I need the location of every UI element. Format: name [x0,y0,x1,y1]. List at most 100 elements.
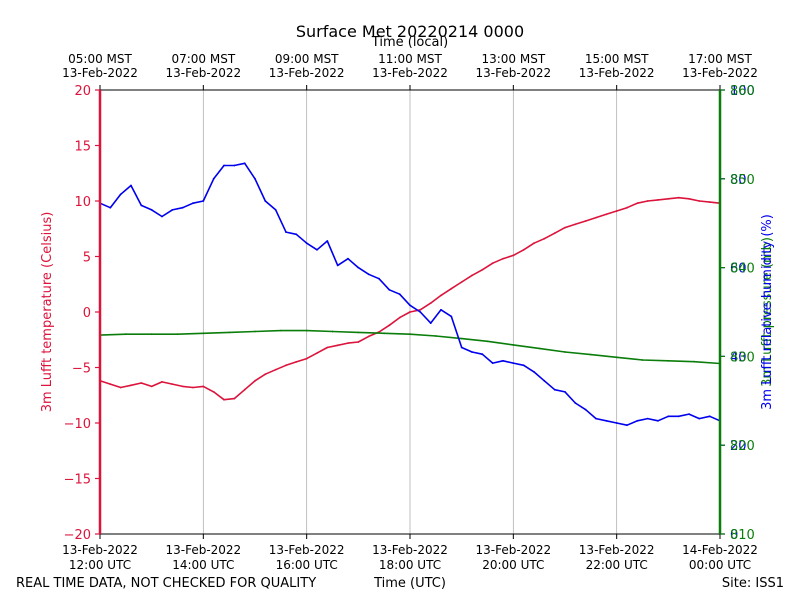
data-point-rh [150,209,153,211]
data-point-temp [615,210,618,212]
x-tick-label-date: 13-Feb-2022 [372,543,448,557]
x-tick-label-date: 13-Feb-2022 [475,543,551,557]
data-point-temp [295,361,298,363]
chart-title: Surface Met 20220214 0000 [295,22,525,41]
data-point-rh [595,417,597,420]
data-point-rh [502,359,504,362]
x-tick-label-time: 12:00 UTC [69,558,131,572]
data-point-temp [657,199,659,201]
data-point-pres [409,333,411,336]
data-point-temp [285,364,287,367]
data-point-rh [419,311,422,313]
pressure-tick-label: 860 [730,84,755,99]
data-point-rh [233,164,236,167]
data-point-rh [667,415,670,418]
data-point-temp [109,383,112,385]
humidity-tick-label: 60 [730,262,747,277]
data-point-rh [543,379,546,382]
data-point-rh [367,273,370,276]
data-point-temp [305,357,308,360]
temperature-tick-label: 5 [83,251,91,266]
data-point-rh [357,266,360,269]
data-point-temp [626,206,628,209]
data-point-temp [192,386,194,389]
data-point-rh [212,177,215,180]
data-point-pres [357,331,360,334]
data-point-rh [460,346,463,349]
data-point-rh [553,388,556,391]
data-point-rh [491,362,494,364]
data-point-temp [181,385,184,388]
data-point-temp [440,294,442,297]
data-point-rh [326,240,329,242]
data-point-rh [336,264,339,267]
x2-tick-label-date: 13-Feb-2022 [269,66,345,80]
data-point-rh [109,206,112,209]
pressure-axis-label: 3m Lufft pressure (mb) [760,237,775,387]
data-point-rh [305,242,308,245]
data-point-temp [212,391,215,393]
humidity-axis-label: 3m Lufft relative humidity (%) [760,214,775,410]
data-point-rh [347,257,349,260]
data-point-rh [274,209,277,211]
temperature-tick-label: −10 [64,417,91,432]
humidity-tick-label: 80 [730,173,747,188]
data-point-temp [336,344,339,347]
data-point-rh [161,215,163,218]
data-point-temp [646,200,649,202]
x-tick-label-date: 13-Feb-2022 [165,543,241,557]
data-point-rh [677,415,680,418]
data-point-rh [398,293,401,296]
temperature-axis-label: 3m Lufft temperature (Celsius) [40,212,55,413]
data-point-temp [171,383,174,385]
x2-tick-label-date: 13-Feb-2022 [579,66,655,80]
x-tick-label-time: 22:00 UTC [586,558,648,572]
x2-tick-label-time: 15:00 MST [585,52,649,66]
data-point-rh [522,364,525,367]
x2-tick-label-time: 07:00 MST [171,52,235,66]
data-point-pres [693,360,696,363]
pressure-tick-label: 840 [730,262,755,277]
x2-tick-label-date: 13-Feb-2022 [475,66,551,80]
data-point-rh [316,248,318,251]
data-point-rh [388,288,391,291]
data-point-rh [584,408,587,411]
data-point-temp [605,213,608,216]
data-point-temp [636,202,639,205]
data-point-rh [512,362,515,364]
data-point-rh [450,315,453,318]
data-point-temp [502,257,504,260]
data-point-temp [491,262,494,265]
data-point-pres [667,359,670,362]
x2-tick-label-time: 05:00 MST [68,52,132,66]
data-point-rh [605,419,608,422]
x-tick-label-date: 13-Feb-2022 [62,543,138,557]
data-point-rh [223,164,225,167]
quality-notice: REAL TIME DATA, NOT CHECKED FOR QUALITY [16,576,317,591]
x2-tick-label-time: 13:00 MST [481,52,545,66]
data-point-rh [429,322,432,324]
data-point-temp [481,268,484,271]
data-point-rh [181,206,184,209]
pressure-tick-label: 810 [730,528,755,543]
data-point-rh [564,391,566,393]
data-point-temp [367,335,370,338]
data-point-rh [636,419,639,422]
data-point-pres [460,337,463,340]
temperature-tick-label: −15 [64,473,91,488]
data-point-pres [254,330,256,333]
data-point-rh [533,371,535,373]
temperature-tick-label: −20 [64,528,91,543]
data-point-temp [398,316,401,319]
data-point-temp [595,216,597,219]
temperature-tick-label: 15 [74,140,91,155]
data-point-rh [574,402,577,404]
humidity-tick-label: 40 [730,350,747,365]
x-tick-label-time: 14:00 UTC [172,558,234,572]
data-point-pres [538,347,541,350]
data-point-pres [279,329,282,332]
data-point-rh [440,308,442,311]
data-point-rh [698,417,701,420]
temperature-tick-label: 0 [83,306,91,321]
